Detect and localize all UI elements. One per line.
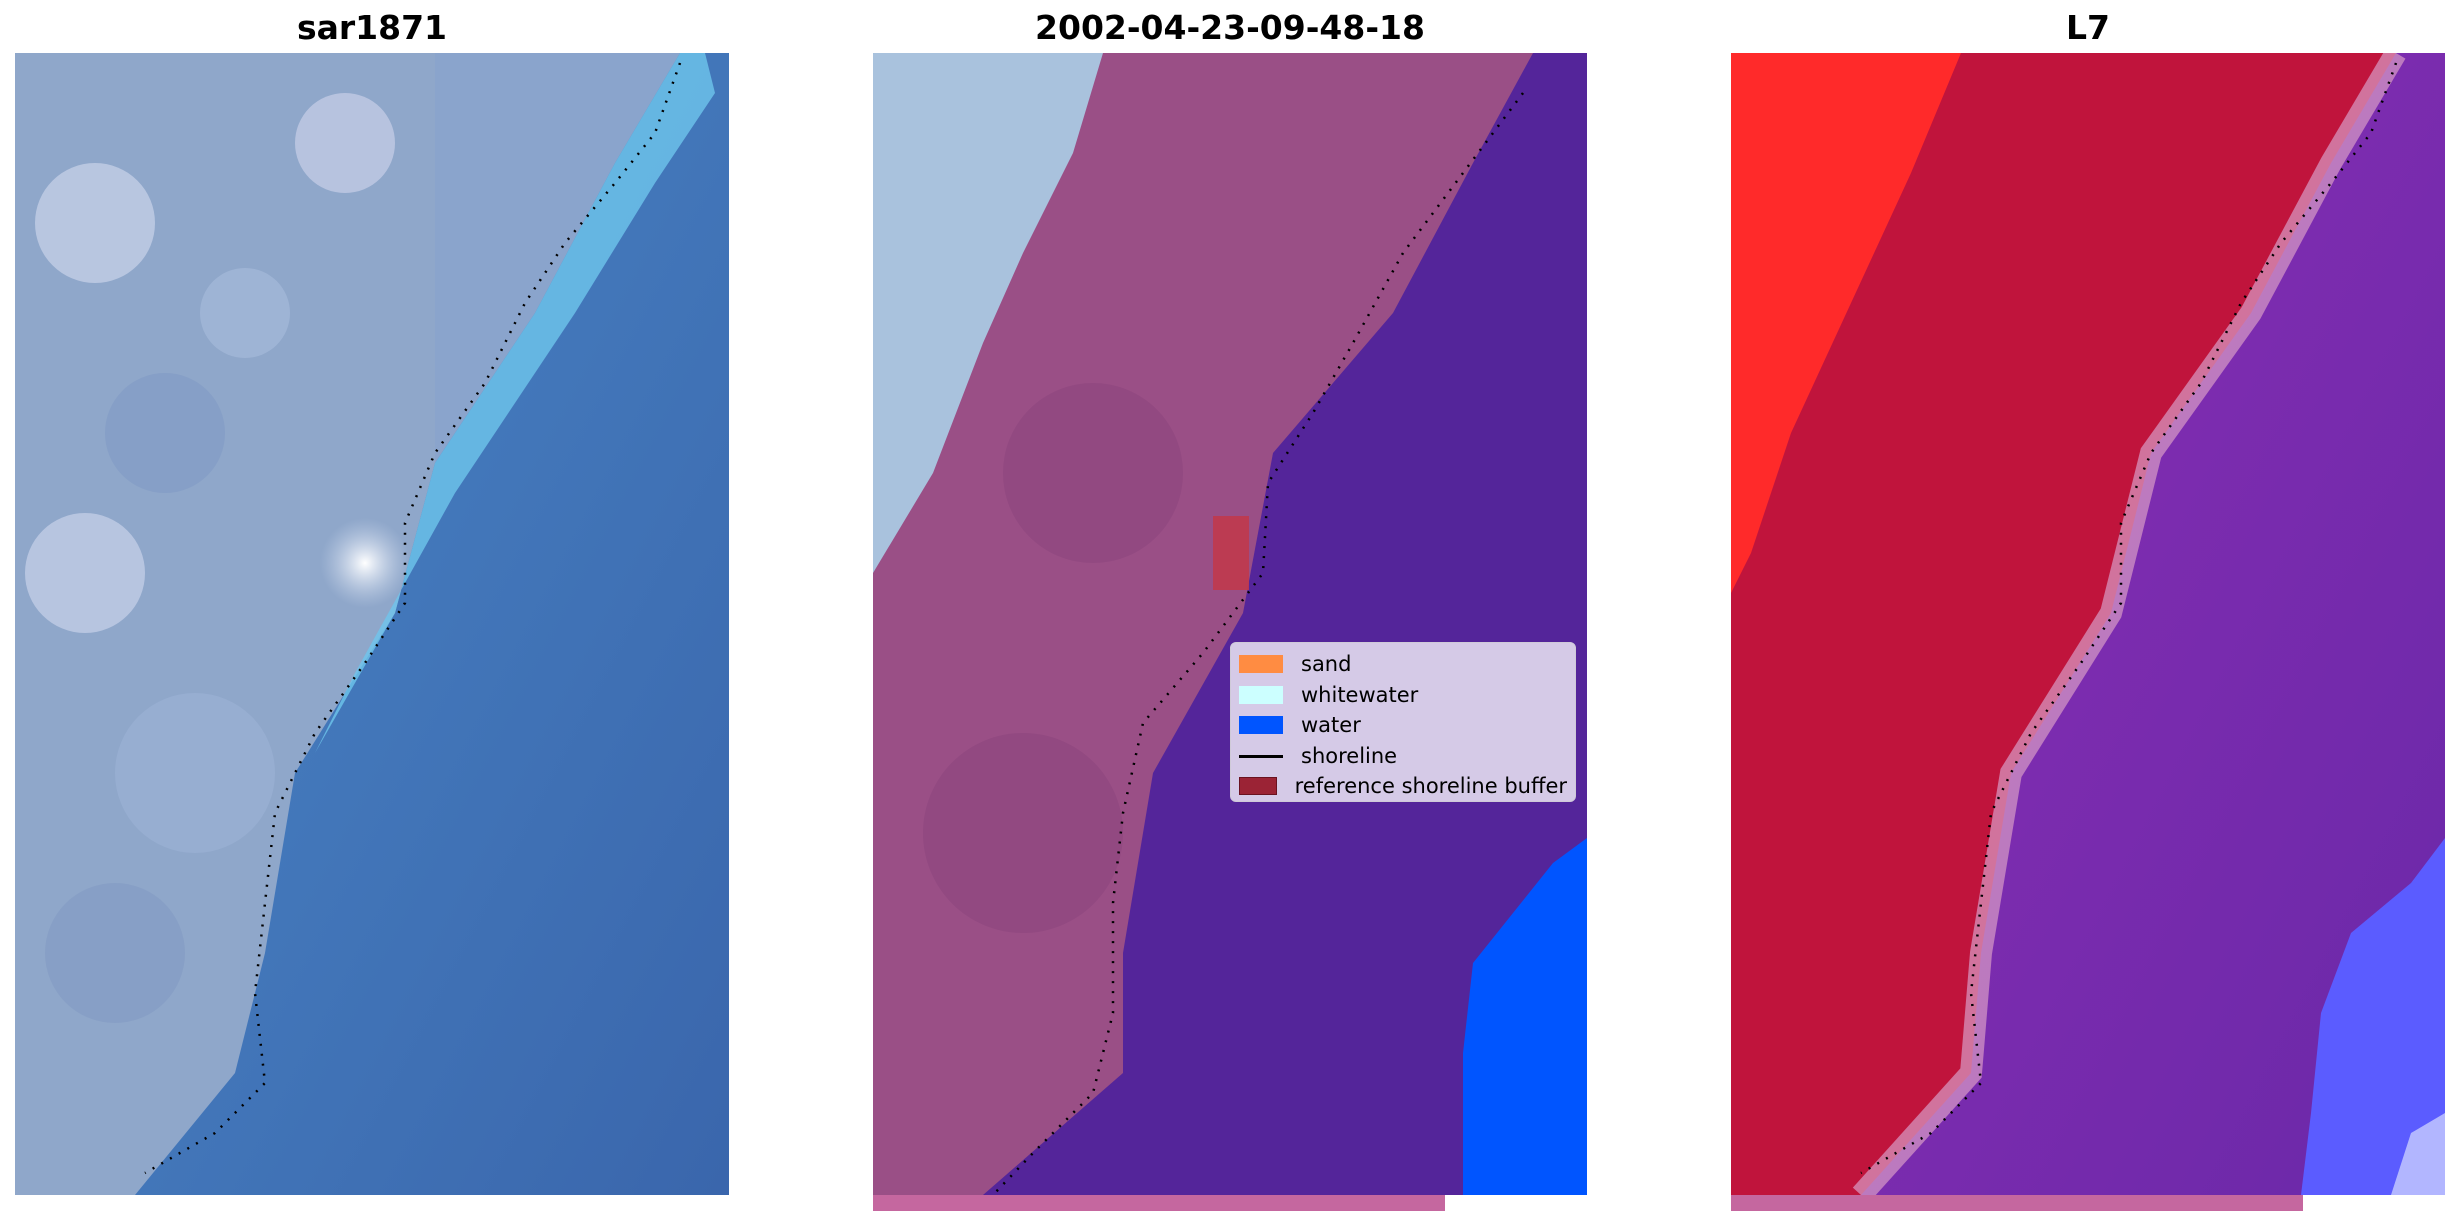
mndwi-panel [1731, 53, 2445, 1195]
panel-title-rgb: sar1871 [296, 8, 448, 47]
legend-swatch-reference-buffer [1239, 777, 1277, 796]
legend-label: water [1301, 713, 1361, 738]
legend-item-whitewater: whitewater [1239, 680, 1567, 711]
shoreline-line [1860, 62, 2398, 1175]
legend-swatch-sand [1239, 655, 1283, 674]
legend: sand whitewater water shoreline referenc… [1230, 642, 1576, 802]
rgb-image-panel [15, 53, 729, 1195]
rgb-image [15, 53, 729, 1195]
legend-label: sand [1301, 652, 1352, 677]
legend-swatch-whitewater [1239, 685, 1283, 704]
legend-label: whitewater [1301, 682, 1419, 707]
panel-title-mndwi: L7 [2066, 8, 2110, 47]
classification-image [873, 53, 1587, 1195]
classification-panel [873, 53, 1587, 1195]
panel-title-classification: 2002-04-23-09-48-18 [1035, 8, 1425, 47]
legend-swatch-shoreline [1239, 747, 1283, 765]
legend-item-shoreline: shoreline [1239, 741, 1567, 772]
legend-label: reference shoreline buffer [1294, 774, 1567, 799]
mndwi-bottom-bar [1731, 1195, 2303, 1211]
legend-item-water: water [1239, 710, 1567, 741]
mndwi-image [1731, 53, 2445, 1195]
legend-item-sand: sand [1239, 649, 1567, 680]
legend-swatch-water [1239, 716, 1283, 735]
classification-bottom-bar [873, 1195, 1445, 1211]
legend-label: shoreline [1301, 743, 1398, 768]
legend-item-reference-buffer: reference shoreline buffer [1239, 771, 1567, 802]
shoreline-line [144, 62, 682, 1175]
